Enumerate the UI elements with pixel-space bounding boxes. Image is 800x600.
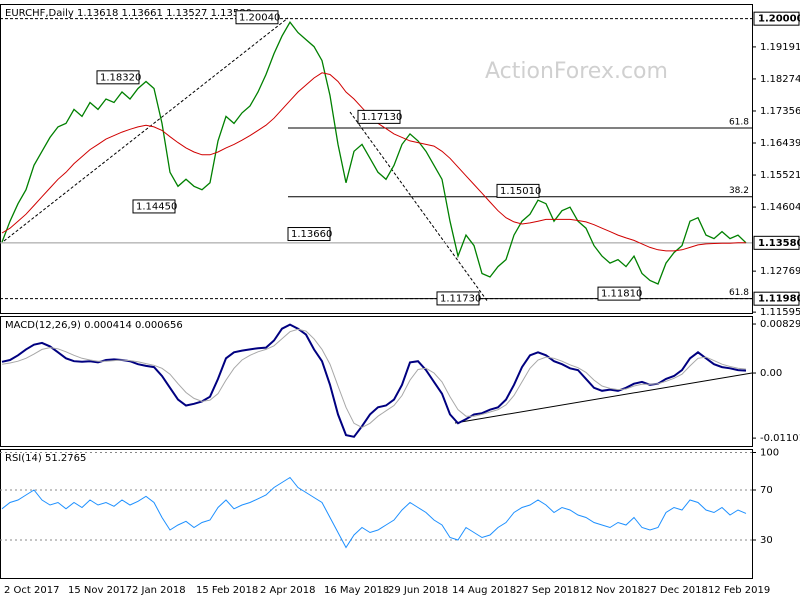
y-tick-label: 1.14604 — [760, 202, 800, 213]
trend-line — [3, 17, 289, 242]
fib-label: 61.8 — [729, 117, 749, 127]
watermark: ActionForex.com — [485, 59, 668, 84]
y-tick-label: 1.12769 — [760, 266, 800, 277]
series-line — [1, 21, 747, 285]
x-tick-label: 2 Apr 2018 — [260, 585, 315, 596]
x-tick-label: 16 May 2018 — [324, 585, 389, 596]
level-label: 1.11980 — [758, 294, 800, 305]
y-tick-label: 1.11595 — [760, 307, 800, 318]
y-tick-label: -0.011015 — [760, 433, 800, 444]
y-tick-label: 1.19191 — [760, 42, 800, 53]
y-tick-label: 1.17356 — [760, 106, 800, 117]
price-annotation-box — [597, 286, 641, 301]
fib-label: 61.8 — [729, 288, 749, 298]
price-annotation: 1.13660 — [291, 229, 332, 240]
level-label-box — [753, 291, 800, 306]
x-tick-label: 15 Nov 2017 — [68, 585, 132, 596]
price-annotation-box — [235, 10, 279, 25]
y-tick-label: 1.18274 — [760, 74, 800, 85]
panel-title: EURCHF,Daily 1.13618 1.13661 1.13527 1.1… — [5, 8, 252, 19]
x-tick-label: 2 Jan 2018 — [132, 585, 186, 596]
price-annotation-box — [96, 70, 140, 85]
y-tick-label: 100 — [760, 448, 779, 459]
x-tick-label: 27 Dec 2018 — [644, 585, 708, 596]
price-annotation: 1.14450 — [136, 201, 177, 212]
series-line — [1, 476, 747, 549]
y-tick-label: 0.008292 — [760, 319, 800, 330]
price-annotation: 1.20040 — [239, 12, 280, 23]
y-tick-label: 70 — [760, 485, 773, 496]
price-annotation: 1.17130 — [361, 112, 402, 123]
price-annotation: 1.15010 — [500, 186, 541, 197]
x-tick-label: 12 Nov 2018 — [580, 585, 644, 596]
price-annotation-box — [496, 183, 540, 198]
level-label: 1.13580 — [758, 238, 800, 249]
price-annotation: 1.11810 — [601, 289, 642, 300]
price-annotation-box — [357, 109, 401, 124]
x-tick-label: 14 Aug 2018 — [452, 585, 516, 596]
x-tick-label: 27 Sep 2018 — [516, 585, 579, 596]
level-label-box — [753, 11, 800, 26]
trend-line — [349, 111, 489, 303]
macd-trend-line — [454, 372, 753, 424]
price-annotation: 1.11730 — [440, 293, 481, 304]
x-tick-label: 2 Oct 2017 — [4, 585, 59, 596]
fib-label: 38.2 — [729, 186, 749, 196]
price-annotation-box — [132, 199, 176, 214]
panel-frame — [0, 316, 753, 447]
x-tick-label: 15 Feb 2018 — [196, 585, 258, 596]
panel-frame — [0, 4, 753, 314]
x-tick-label: 29 Jun 2018 — [388, 585, 448, 596]
level-label-box — [753, 235, 800, 250]
panel-frame — [0, 449, 753, 579]
level-label: 1.20000 — [758, 14, 800, 25]
y-tick-label: 30 — [760, 535, 773, 546]
price-annotation-box — [287, 227, 331, 242]
price-annotation-box — [436, 291, 480, 306]
y-tick-label: 1.15521 — [760, 170, 800, 181]
panel-title: RSI(14) 51.2765 — [5, 453, 86, 464]
x-tick-label: 12 Feb 2019 — [708, 585, 770, 596]
price-annotation: 1.18320 — [100, 72, 141, 83]
series-line — [1, 328, 747, 428]
y-tick-label: 0.00 — [760, 368, 782, 379]
y-tick-label: 1.16439 — [760, 138, 800, 149]
panel-title: MACD(12,26,9) 0.000414 0.000656 — [5, 320, 183, 331]
